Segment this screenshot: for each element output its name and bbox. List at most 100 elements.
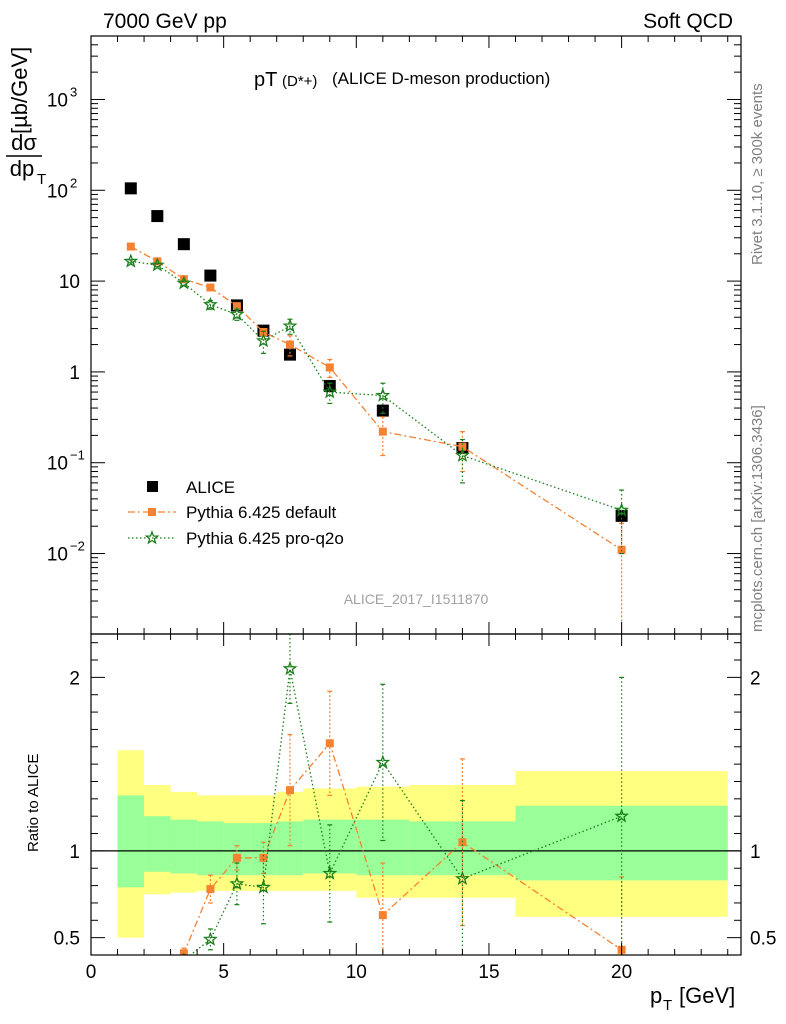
y-tick-label-5: 10 <box>47 90 68 111</box>
pythia-proq2o-ratio-point-5 <box>255 879 272 894</box>
x-label-unit: [GeV] <box>679 983 735 1008</box>
ratio-y-tick-label-right-2: 2 <box>750 668 761 689</box>
alice-point-10 <box>615 509 628 522</box>
pythia-default-ratio-errbar-1 <box>155 967 160 970</box>
band-inner-6 <box>276 821 304 876</box>
pythia-proq2o-errbar-0 <box>128 259 134 264</box>
plot-title-rest: (ALICE D-meson production) <box>332 69 550 88</box>
pythia-proq2o-ratio-point-3 <box>202 931 218 946</box>
ratio-plot-area <box>127 634 630 998</box>
band-inner-7 <box>303 819 357 874</box>
pythia-default-point-0 <box>126 242 135 251</box>
main-plot-area <box>123 182 630 634</box>
pythia-default-ratio-point-7 <box>325 739 334 748</box>
pythia-default-point-4 <box>232 302 241 311</box>
pythia-default-line <box>130 246 622 551</box>
pythia-default-point-2 <box>179 275 188 284</box>
pythia-default-errbar-10 <box>619 522 625 634</box>
pythia-proq2o-point-5 <box>255 332 272 348</box>
pythia-proq2o-ratio-errbar-9 <box>459 799 465 955</box>
y-label-den-sub: T <box>37 171 46 188</box>
y-label-den: dp <box>10 156 34 181</box>
alice-point-6 <box>283 348 296 361</box>
pythia-proq2o-errbar-5 <box>260 330 266 354</box>
pythia-proq2o-ratio-point-4 <box>229 876 245 891</box>
band-inner-3 <box>197 821 224 876</box>
y-tick-label-0: 10 <box>47 545 68 566</box>
pythia-default-ratio-point-0 <box>127 980 135 988</box>
y-tick-exp-4: 2 <box>70 175 77 190</box>
pythia-proq2o-ratio-point-6 <box>282 660 298 676</box>
y-tick-label-2: 1 <box>69 363 80 384</box>
pythia-default-ratio-point-6 <box>285 786 294 795</box>
header-right: Soft QCD <box>643 10 733 33</box>
y-tick-label-4: 10 <box>47 181 68 202</box>
pythia-proq2o-ratio-errbar-3 <box>207 928 213 951</box>
pythia-default-ratio-point-1 <box>153 965 161 973</box>
pythia-default-point-9 <box>458 442 467 451</box>
pythia-proq2o-errbar-10 <box>619 489 625 555</box>
pythia-proq2o-ratio-point-2 <box>182 952 185 955</box>
ratio-uncertainty-bands <box>91 750 741 938</box>
legend-pythia-proq2o-label: Pythia 6.425 pro-q2o <box>186 529 344 548</box>
pythia-proq2o-point-1 <box>149 257 165 272</box>
pythia-proq2o-ratio-point-10 <box>614 808 630 823</box>
y-tick-exp-0: −2 <box>70 539 85 554</box>
pythia-proq2o-ratio-point-7 <box>322 865 338 880</box>
pythia-proq2o-ratio-errbar-2 <box>181 957 186 964</box>
pythia-proq2o-ratio-errbar-0 <box>128 995 133 998</box>
pythia-default-ratio-point-4 <box>232 853 241 862</box>
pythia-default-ratio-point-2 <box>179 949 188 955</box>
pythia-proq2o-ratio-errbar-1 <box>155 974 160 977</box>
pythia-proq2o-ratio-errbar-5 <box>260 850 266 925</box>
band-inner-1 <box>144 816 171 872</box>
x-tick-label-2: 10 <box>346 962 367 983</box>
alice-point-8 <box>376 404 389 417</box>
ratio-y-label: Ratio to ALICE <box>25 754 42 852</box>
pythia-proq2o-ratio-errbar-6 <box>287 634 293 705</box>
pythia-proq2o-line <box>130 260 622 511</box>
analysis-id: ALICE_2017_I1511870 <box>344 591 489 607</box>
x-tick-label-1: 5 <box>218 962 229 983</box>
legend-star-shape <box>144 530 160 545</box>
band-inner-10 <box>515 805 728 881</box>
pythia-default-ratio-errbar-0 <box>128 983 133 986</box>
pythia-proq2o-ratio-errbar-10 <box>619 676 625 955</box>
ratio-y-tick-label-right-0: 0.5 <box>750 929 776 950</box>
band-inner-0 <box>117 795 145 888</box>
y-tick-label-1: 10 <box>47 454 68 475</box>
x-tick-label-4: 20 <box>611 962 632 983</box>
band-inner-2 <box>170 819 198 874</box>
legend-alice-marker <box>147 481 158 492</box>
legend-alice-label: ALICE <box>186 478 235 497</box>
pythia-default-ratio-point-8 <box>378 911 387 920</box>
pythia-default-ratio-errbar-6 <box>287 734 293 847</box>
pythia-proq2o-point-8 <box>375 387 391 402</box>
pythia-default-ratio-point-9 <box>458 838 467 847</box>
pythia-proq2o-point-9 <box>454 447 470 462</box>
pythia-proq2o-ratio-errbar-8 <box>380 683 386 842</box>
band-inner-8 <box>356 819 410 876</box>
pythia-proq2o-ratio-errbar-4 <box>234 862 240 906</box>
alice-point-1 <box>151 210 164 223</box>
legend-entry-alice: ALICE <box>147 478 235 497</box>
x-tick-label-0: 0 <box>86 962 97 983</box>
legend-entry-pythia-default: Pythia 6.425 default <box>128 503 337 522</box>
pythia-proq2o-errbar-9 <box>459 438 465 484</box>
legend-entry-pythia-proq2o: Pythia 6.425 pro-q2o <box>128 529 344 548</box>
ratio-frame <box>90 633 742 956</box>
y-axis-label: dσ dp T [µb/GeV] <box>6 47 46 188</box>
rivet-label: Rivet 3.1.10, ≥ 300k events <box>749 83 766 265</box>
pythia-default-ratio-point-5 <box>259 853 268 862</box>
pythia-proq2o-ratio-errbar-7 <box>327 824 333 923</box>
pythia-default-errbar-8 <box>380 416 386 457</box>
mcplots-label: mcplots.cern.ch [arXiv:1306.3436] <box>749 405 766 632</box>
y-tick-exp-5: 3 <box>70 84 77 99</box>
ratio-y-tick-label-0: 0.5 <box>54 929 80 950</box>
ratio-y-tick-label-2: 2 <box>69 668 80 689</box>
plot-title-main: pT <box>254 69 277 91</box>
pythia-proq2o-ratio-point-9 <box>454 870 470 885</box>
alice-point-2 <box>177 238 190 251</box>
legend: ALICE Pythia 6.425 default Pythia 6.425 … <box>128 478 344 548</box>
